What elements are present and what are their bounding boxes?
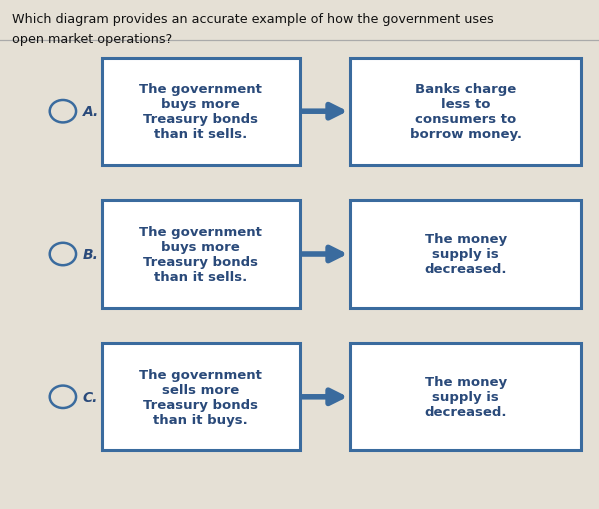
FancyBboxPatch shape: [102, 201, 300, 308]
Text: open market operations?: open market operations?: [12, 33, 173, 46]
Text: Which diagram provides an accurate example of how the government uses: Which diagram provides an accurate examp…: [12, 13, 494, 25]
FancyBboxPatch shape: [102, 59, 300, 165]
Text: The government
buys more
Treasury bonds
than it sells.: The government buys more Treasury bonds …: [139, 83, 262, 141]
FancyBboxPatch shape: [102, 344, 300, 450]
Text: Banks charge
less to
consumers to
borrow money.: Banks charge less to consumers to borrow…: [410, 83, 522, 141]
FancyBboxPatch shape: [350, 201, 581, 308]
Text: B.: B.: [83, 247, 99, 262]
Text: C.: C.: [83, 390, 98, 404]
Text: A.: A.: [83, 105, 99, 119]
Text: The money
supply is
decreased.: The money supply is decreased.: [425, 376, 507, 418]
Text: The money
supply is
decreased.: The money supply is decreased.: [425, 233, 507, 276]
Text: The government
buys more
Treasury bonds
than it sells.: The government buys more Treasury bonds …: [139, 225, 262, 284]
FancyBboxPatch shape: [350, 344, 581, 450]
FancyBboxPatch shape: [350, 59, 581, 165]
Text: The government
sells more
Treasury bonds
than it buys.: The government sells more Treasury bonds…: [139, 368, 262, 426]
